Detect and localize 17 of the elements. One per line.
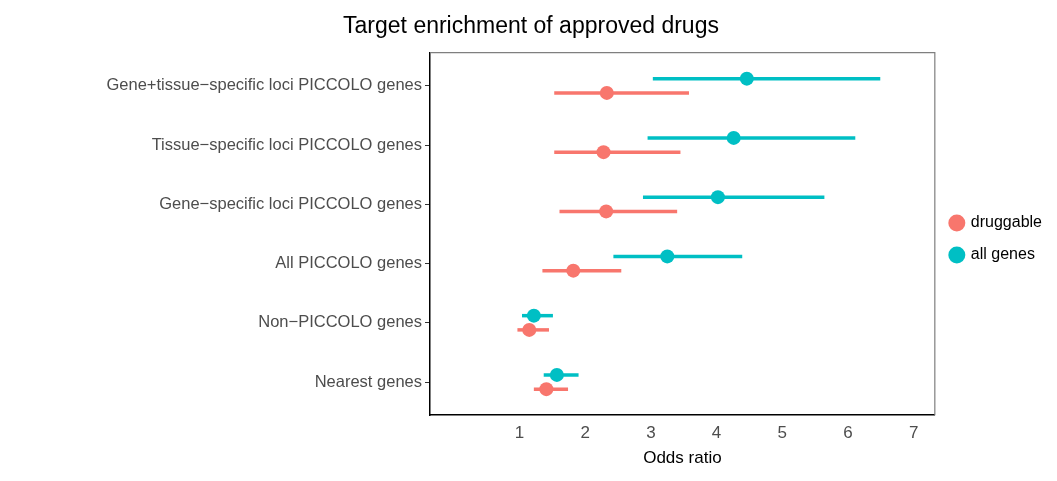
- x-tick-label: 6: [843, 423, 853, 443]
- x-tick-label: 2: [580, 423, 590, 443]
- y-tick-label: Gene−specific loci PICCOLO genes: [159, 193, 422, 212]
- x-tick-label: 1: [514, 423, 525, 443]
- chart-title: Target enrichment of approved drugs: [343, 12, 719, 39]
- y-tick-label: Tissue−specific loci PICCOLO genes: [151, 134, 422, 153]
- y-tick-label: Non−PICCOLO genes: [258, 312, 422, 331]
- y-tick-label: All PICCOLO genes: [275, 253, 422, 272]
- legend-label: druggable: [970, 213, 1043, 231]
- y-tick-label: Nearest genes: [314, 371, 422, 390]
- y-tick-label: Gene+tissue−specific loci PICCOLO genes: [106, 75, 422, 94]
- x-tick-label: 4: [711, 423, 722, 443]
- legend-label: all genes: [970, 245, 1035, 263]
- x-tick-label: 5: [777, 423, 788, 443]
- x-axis-title: Odds ratio: [643, 448, 722, 468]
- x-tick-label: 7: [909, 423, 919, 443]
- x-tick-label: 3: [646, 423, 656, 443]
